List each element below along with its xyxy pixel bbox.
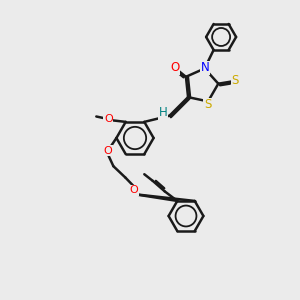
Text: S: S [231,74,238,87]
Text: S: S [204,98,211,112]
Text: H: H [158,106,167,119]
Text: N: N [201,61,210,74]
Text: O: O [104,114,113,124]
Text: O: O [129,185,138,195]
Text: O: O [103,146,112,156]
Text: O: O [170,61,179,74]
